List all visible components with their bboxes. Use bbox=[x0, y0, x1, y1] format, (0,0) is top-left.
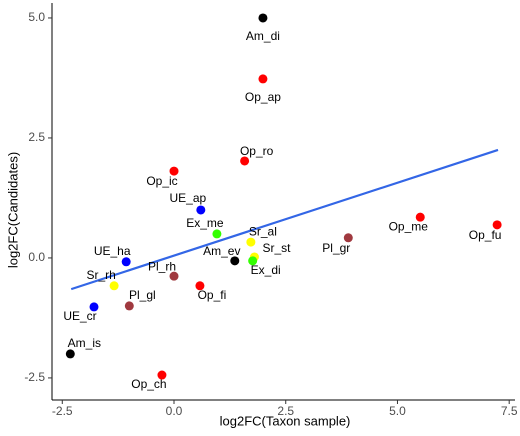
point-label: Ex_me bbox=[186, 216, 224, 230]
y-tick-label: -2.5 bbox=[24, 370, 45, 384]
point-label: UE_ap bbox=[169, 191, 206, 205]
point bbox=[246, 237, 256, 247]
point-label: Sr_rh bbox=[86, 268, 115, 282]
point bbox=[343, 233, 353, 243]
point bbox=[258, 13, 268, 23]
y-tick-label: 5.0 bbox=[28, 10, 45, 24]
point bbox=[124, 301, 134, 311]
y-axis-title: log2FC(Candidates) bbox=[5, 152, 20, 268]
trend-line bbox=[70, 148, 499, 291]
point-label: Ex_di bbox=[251, 263, 281, 277]
x-tick-label: 7.5 bbox=[501, 404, 518, 418]
point-label: Op_me bbox=[389, 219, 429, 233]
point-label: Sr_al bbox=[249, 224, 277, 238]
point-label: Am_di bbox=[246, 29, 280, 43]
x-tick-label: -2.5 bbox=[52, 404, 73, 418]
point bbox=[230, 256, 240, 266]
x-tick-label: 2.5 bbox=[277, 404, 294, 418]
point bbox=[248, 256, 258, 266]
point-label: Op_ro bbox=[240, 144, 274, 158]
point bbox=[65, 349, 75, 359]
point-label: Op_fi bbox=[198, 288, 227, 302]
point-label: Op_ap bbox=[245, 90, 281, 104]
point bbox=[195, 281, 205, 291]
point bbox=[196, 205, 206, 215]
point bbox=[258, 74, 268, 84]
point-label: Op_fu bbox=[469, 228, 502, 242]
point-label: UE_cr bbox=[63, 309, 96, 323]
point bbox=[212, 229, 222, 239]
point bbox=[169, 166, 179, 176]
point-label: Op_ch bbox=[131, 377, 166, 391]
x-tick-label: 5.0 bbox=[389, 404, 406, 418]
point-label: Pl_rh bbox=[148, 259, 176, 273]
point-label: UE_ha bbox=[94, 244, 131, 258]
point bbox=[169, 271, 179, 281]
point-label: Pl_gr bbox=[322, 241, 350, 255]
point bbox=[415, 212, 425, 222]
point-label: Pl_gl bbox=[129, 288, 156, 302]
point bbox=[109, 281, 119, 291]
point-label: Op_ic bbox=[146, 174, 177, 188]
point bbox=[121, 257, 131, 267]
point bbox=[89, 302, 99, 312]
x-axis-title: log2FC(Taxon sample) bbox=[220, 413, 351, 428]
point-label: Am_is bbox=[68, 336, 101, 350]
y-tick-label: 2.5 bbox=[28, 130, 45, 144]
point-label: Am_ev bbox=[203, 244, 240, 258]
point bbox=[157, 370, 167, 380]
x-tick-label: 0.0 bbox=[166, 404, 183, 418]
point-label: Sr_st bbox=[262, 241, 291, 255]
point bbox=[240, 156, 250, 166]
point bbox=[492, 220, 502, 230]
y-tick-label: 0.0 bbox=[28, 250, 45, 264]
